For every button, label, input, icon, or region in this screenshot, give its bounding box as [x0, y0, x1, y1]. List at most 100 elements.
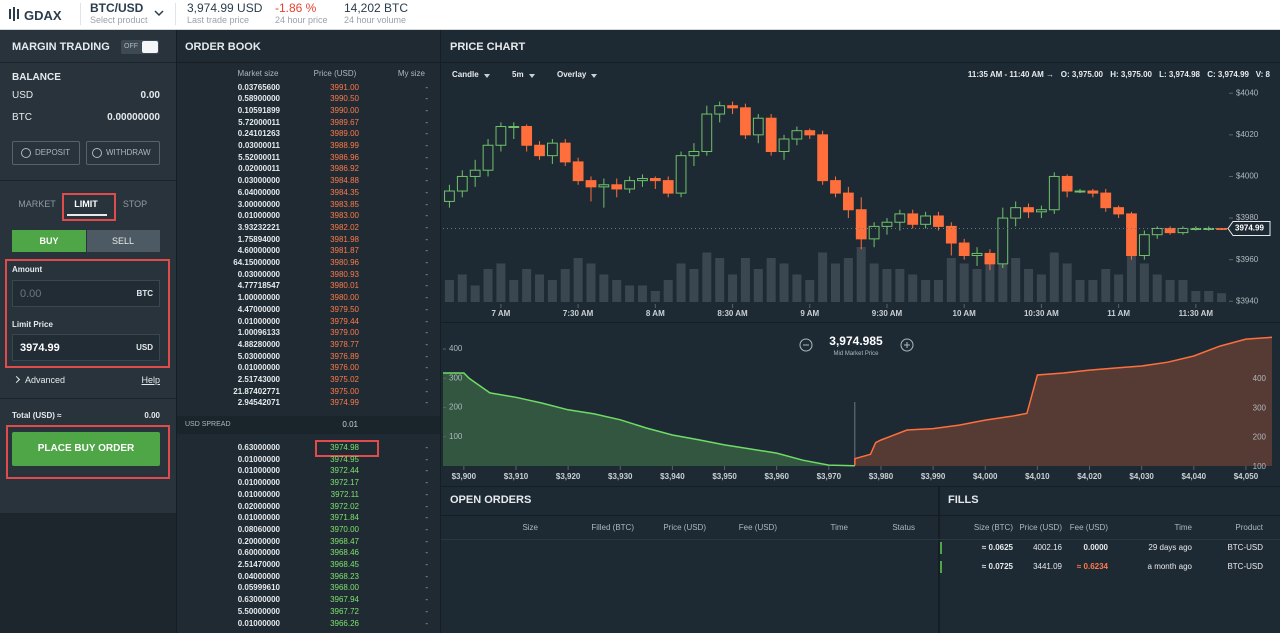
limit-input[interactable] — [12, 334, 160, 361]
candle-body — [984, 252, 996, 265]
help-link[interactable]: Help — [141, 375, 160, 385]
y-tick-label: 100 — [1253, 462, 1267, 471]
my-size: - — [425, 536, 428, 546]
fill-side — [940, 561, 942, 573]
toolbar-dropdown[interactable]: 5m — [512, 70, 524, 79]
y-tick-label: 100 — [449, 432, 463, 441]
candle-body — [830, 180, 841, 194]
candle-body — [958, 242, 970, 257]
candle-body — [675, 155, 687, 194]
x-tick-label: $3,990 — [921, 472, 946, 481]
amount-input[interactable] — [12, 280, 160, 307]
order-type-tab[interactable]: STOP — [122, 199, 148, 209]
volume-bar — [689, 269, 699, 302]
candle-body — [585, 180, 597, 188]
toolbar-dropdown[interactable]: Overlay — [557, 70, 587, 79]
product[interactable]: BTC/USD — [90, 1, 144, 15]
withdraw-button[interactable] — [86, 141, 160, 165]
fill-cell: 0.0000 — [1083, 543, 1108, 552]
x-tick-label: $4,040 — [1182, 472, 1207, 481]
volume-bar — [972, 269, 982, 302]
mid-price-label: Mid Market Price — [833, 351, 879, 357]
fill-cell: ≈ 0.6234 — [1076, 562, 1108, 571]
volume-bar — [843, 258, 853, 302]
tab-underline — [67, 214, 107, 216]
order-price: 3975.00 — [330, 386, 359, 396]
my-size: - — [425, 164, 428, 174]
order-price: 3979.44 — [330, 316, 359, 326]
candle-body — [1203, 227, 1215, 230]
order-price: 3979.00 — [330, 328, 359, 338]
order-price: 3980.01 — [330, 281, 359, 291]
order-price: 3981.98 — [330, 234, 359, 244]
last-price: 3,974.99 USD — [187, 1, 263, 15]
order-price: 3990.00 — [330, 105, 359, 115]
my-size: - — [425, 105, 428, 115]
button-label: PLACE BUY ORDER — [37, 443, 135, 454]
sidebar-empty — [0, 513, 176, 633]
order-price: 3990.50 — [330, 94, 359, 104]
column-header: Price (USD) — [663, 523, 706, 532]
volume-bar — [1036, 274, 1046, 302]
candle-body — [1010, 207, 1022, 219]
my-size: - — [425, 501, 428, 511]
place-order-button[interactable] — [12, 432, 160, 466]
sell-tab[interactable] — [87, 230, 160, 252]
advanced-toggle[interactable]: Advanced — [25, 375, 66, 385]
button-label: WITHDRAW — [106, 148, 151, 157]
volume-bar — [882, 269, 892, 302]
volume: 14,202 BTC — [344, 1, 409, 15]
chevron[interactable] — [154, 9, 164, 17]
volume-bar — [805, 280, 815, 302]
volume-bar — [740, 258, 750, 302]
buy-tab[interactable] — [12, 230, 86, 252]
my-size: - — [425, 234, 428, 244]
order-type-tab[interactable]: MARKET — [18, 199, 56, 209]
order-price: 3972.17 — [330, 478, 359, 488]
candle-body — [611, 184, 623, 190]
order-price: 3983.00 — [330, 211, 359, 221]
x-tick-label: $3,950 — [712, 472, 737, 481]
candle-body — [933, 215, 944, 227]
field-label: Amount — [12, 265, 43, 274]
x-tick-label: $4,010 — [1025, 472, 1050, 481]
candle-body — [791, 130, 803, 140]
volume-bar — [959, 263, 969, 302]
y-tick-label: $4020 — [1236, 130, 1259, 139]
volume-bar — [1075, 280, 1085, 302]
order-price: 3989.67 — [330, 117, 359, 127]
x-tick-label: $4,030 — [1129, 472, 1154, 481]
fill-cell: a month ago — [1147, 562, 1192, 571]
order-price: 3980.93 — [330, 269, 359, 279]
candle-body — [740, 107, 751, 136]
candle-body — [971, 252, 983, 257]
highlight-box — [315, 440, 379, 457]
divider — [441, 515, 1280, 516]
order-size: 0.01000000 — [237, 454, 280, 464]
x-tick-label: $3,910 — [504, 472, 529, 481]
my-size: - — [425, 375, 428, 384]
volume-bar — [1024, 269, 1034, 302]
order-type-tab[interactable]: LIMIT — [74, 199, 98, 209]
deposit-button[interactable] — [12, 141, 80, 165]
volume-bar — [792, 274, 802, 302]
my-size: - — [425, 269, 428, 279]
volume-bar — [985, 263, 995, 302]
order-price: 3974.95 — [330, 454, 359, 464]
my-size: - — [425, 398, 428, 408]
order-size: 0.03000000 — [237, 269, 280, 279]
volume-bar — [779, 263, 789, 302]
volume-bar — [457, 274, 467, 302]
ohlc-info: 11:35 AM - 11:40 AM → — [967, 70, 1054, 79]
candle-body — [752, 117, 764, 136]
order-book-panel — [177, 30, 440, 633]
candle-body — [624, 180, 635, 190]
my-size: - — [425, 176, 428, 186]
order-size: 0.05999610 — [237, 583, 280, 593]
candle-body — [855, 209, 867, 240]
order-size: 4.47000000 — [237, 304, 280, 314]
toolbar-dropdown[interactable]: Candle — [452, 70, 479, 79]
order-price: 3984.35 — [330, 187, 359, 197]
